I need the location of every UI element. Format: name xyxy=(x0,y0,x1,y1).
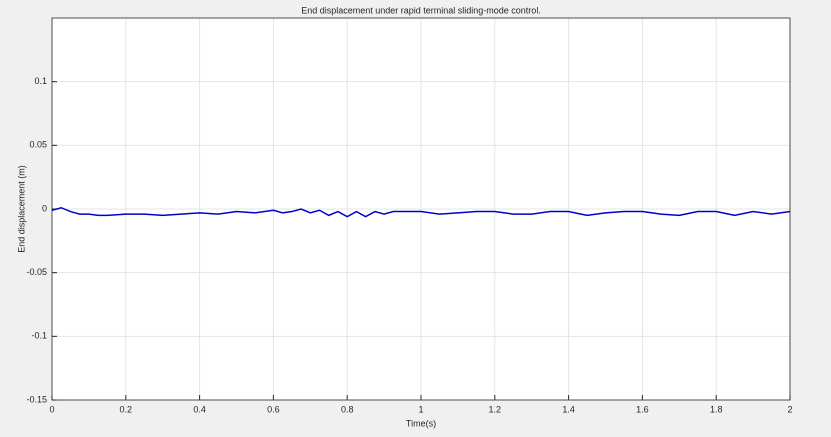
x-tick-label: 1 xyxy=(418,404,423,414)
x-tick-label: 2 xyxy=(787,404,792,414)
axes-box xyxy=(51,17,791,401)
y-tick-label: 0 xyxy=(42,203,47,213)
y-tick-label: -0.15 xyxy=(26,394,47,404)
x-tick-label: 0 xyxy=(49,404,54,414)
x-tick-label: 1.2 xyxy=(489,404,502,414)
y-tick-label: 0.1 xyxy=(34,76,47,86)
x-tick-label: 1.6 xyxy=(636,404,649,414)
data-line xyxy=(51,206,791,218)
chart-title: End displacement under rapid terminal sl… xyxy=(301,5,541,15)
x-tick-label: 0.8 xyxy=(341,404,354,414)
y-axis-label: End displacement (m) xyxy=(16,165,26,253)
y-tick-label: -0.1 xyxy=(31,331,47,341)
x-tick-label: 1.8 xyxy=(710,404,723,414)
x-tick-label: 0.2 xyxy=(120,404,133,414)
y-tick-label: 0.05 xyxy=(29,140,47,150)
x-tick-label: 0.6 xyxy=(267,404,280,414)
x-axis-label: Time(s) xyxy=(406,418,436,428)
y-tick-label: -0.05 xyxy=(26,267,47,277)
x-tick-label: 0.4 xyxy=(193,404,206,414)
x-tick-label: 1.4 xyxy=(562,404,575,414)
